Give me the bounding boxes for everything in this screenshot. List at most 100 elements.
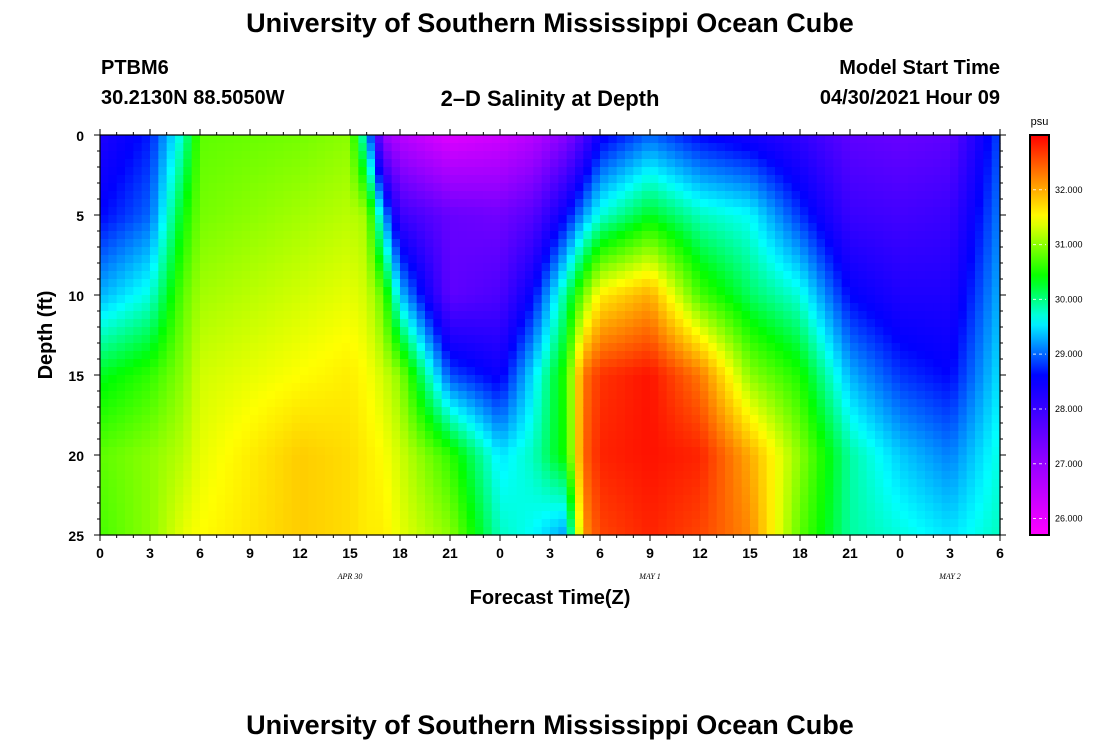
- heatmap-cell: [558, 239, 568, 248]
- heatmap-cell: [158, 279, 168, 288]
- heatmap-cell: [466, 255, 476, 264]
- heatmap-cell: [250, 183, 259, 192]
- heatmap-cell: [591, 519, 601, 528]
- heatmap-cell: [875, 311, 884, 320]
- heatmap-cell: [500, 439, 509, 448]
- heatmap-cell: [516, 199, 526, 208]
- heatmap-cell: [458, 359, 468, 368]
- heatmap-cell: [441, 271, 451, 280]
- heatmap-cell: [350, 463, 359, 472]
- station-id: PTBM6: [101, 57, 169, 79]
- heatmap-cell: [658, 223, 668, 232]
- heatmap-cell: [183, 167, 193, 176]
- heatmap-cell: [850, 239, 859, 248]
- heatmap-cell: [216, 471, 226, 480]
- heatmap-cell: [925, 151, 934, 160]
- heatmap-cell: [341, 239, 351, 248]
- heatmap-cell: [466, 159, 476, 168]
- heatmap-cell: [475, 367, 484, 376]
- heatmap-cell: [641, 287, 651, 296]
- heatmap-cell: [775, 207, 784, 216]
- heatmap-cell: [225, 391, 234, 400]
- heatmap-cell: [366, 175, 376, 184]
- heatmap-cell: [825, 223, 834, 232]
- heatmap-cell: [491, 135, 501, 144]
- heatmap-cell: [675, 495, 684, 504]
- heatmap-cell: [691, 487, 701, 496]
- heatmap-cell: [633, 279, 643, 288]
- heatmap-cell: [466, 223, 476, 232]
- heatmap-cell: [616, 151, 626, 160]
- heatmap-cell: [241, 295, 251, 304]
- heatmap-cell: [625, 471, 634, 480]
- heatmap-cell: [116, 399, 126, 408]
- heatmap-cell: [383, 199, 393, 208]
- heatmap-cell: [133, 207, 143, 216]
- heatmap-cell: [408, 135, 418, 144]
- heatmap-cell: [283, 143, 293, 152]
- heatmap-cell: [758, 495, 768, 504]
- heatmap-cell: [583, 247, 593, 256]
- heatmap-cell: [491, 503, 501, 512]
- heatmap-cell: [641, 135, 651, 144]
- heatmap-cell: [908, 183, 918, 192]
- heatmap-cell: [166, 135, 176, 144]
- heatmap-cell: [158, 383, 168, 392]
- heatmap-cell: [608, 287, 618, 296]
- heatmap-cell: [816, 407, 826, 416]
- heatmap-cell: [916, 159, 926, 168]
- heatmap-cell: [283, 431, 293, 440]
- heatmap-cell: [858, 311, 868, 320]
- heatmap-cell: [825, 367, 834, 376]
- heatmap-cell: [733, 383, 743, 392]
- heatmap-cell: [908, 135, 918, 144]
- heatmap-cell: [433, 199, 443, 208]
- heatmap-cell: [558, 327, 568, 336]
- heatmap-cell: [916, 151, 926, 160]
- heatmap-cell: [733, 167, 743, 176]
- heatmap-cell: [541, 519, 551, 528]
- heatmap-cell: [225, 231, 234, 240]
- heatmap-cell: [216, 487, 226, 496]
- heatmap-cell: [733, 247, 743, 256]
- heatmap-cell: [600, 463, 609, 472]
- heatmap-cell: [483, 471, 493, 480]
- heatmap-cell: [416, 335, 426, 344]
- heatmap-cell: [625, 175, 634, 184]
- heatmap-cell: [316, 423, 326, 432]
- heatmap-cell: [541, 175, 551, 184]
- heatmap-cell: [516, 183, 526, 192]
- heatmap-cell: [116, 343, 126, 352]
- heatmap-cell: [808, 367, 818, 376]
- heatmap-cell: [366, 295, 376, 304]
- heatmap-cell: [683, 215, 693, 224]
- heatmap-cell: [166, 295, 176, 304]
- heatmap-cell: [400, 503, 409, 512]
- heatmap-cell: [583, 159, 593, 168]
- heatmap-cell: [441, 167, 451, 176]
- heatmap-cell: [125, 367, 134, 376]
- heatmap-cell: [633, 183, 643, 192]
- heatmap-cell: [158, 407, 168, 416]
- heatmap-cell: [433, 519, 443, 528]
- heatmap-cell: [858, 391, 868, 400]
- heatmap-cell: [691, 343, 701, 352]
- heatmap-cell: [583, 471, 593, 480]
- heatmap-cell: [675, 447, 684, 456]
- heatmap-cell: [158, 375, 168, 384]
- heatmap-cell: [891, 279, 901, 288]
- heatmap-cell: [416, 455, 426, 464]
- heatmap-cell: [166, 319, 176, 328]
- heatmap-cell: [216, 463, 226, 472]
- heatmap-cell: [258, 391, 268, 400]
- heatmap-cell: [825, 487, 834, 496]
- heatmap-cell: [908, 527, 918, 536]
- heatmap-cell: [325, 415, 334, 424]
- heatmap-cell: [825, 335, 834, 344]
- heatmap-cell: [400, 303, 409, 312]
- heatmap-cell: [700, 159, 709, 168]
- heatmap-cell: [733, 407, 743, 416]
- heatmap-cell: [675, 143, 684, 152]
- heatmap-cell: [766, 151, 776, 160]
- heatmap-cell: [816, 287, 826, 296]
